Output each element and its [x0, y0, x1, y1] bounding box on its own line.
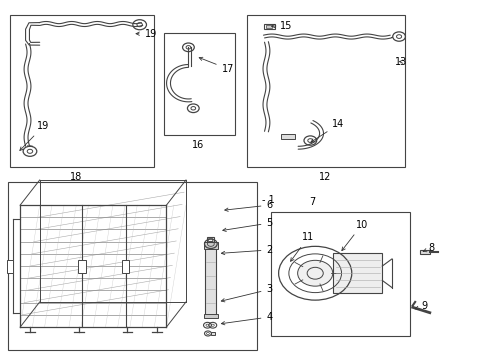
Text: 9: 9 [414, 301, 426, 311]
Text: 8: 8 [422, 243, 434, 253]
Bar [203, 242, 217, 249]
Text: 6: 6 [224, 200, 272, 211]
Bar [163, 33, 234, 135]
Bar [208, 238, 212, 241]
Text: 13: 13 [394, 57, 406, 67]
Bar [266, 25, 272, 28]
Bar [7, 260, 13, 273]
Bar [122, 260, 129, 273]
Text: 19: 19 [20, 121, 49, 150]
Text: 18: 18 [70, 172, 82, 182]
Bar [205, 244, 216, 316]
Bar [206, 237, 213, 242]
Text: 11: 11 [290, 232, 314, 261]
Bar [8, 182, 256, 350]
Text: 17: 17 [199, 57, 233, 74]
Bar [246, 15, 405, 167]
Bar [281, 134, 294, 139]
Bar [203, 314, 217, 319]
Text: 5: 5 [223, 218, 272, 231]
Bar [419, 249, 429, 254]
Text: 12: 12 [318, 172, 330, 182]
Circle shape [297, 260, 332, 286]
Bar [333, 253, 382, 293]
Text: 19: 19 [136, 29, 157, 39]
Text: 10: 10 [341, 220, 367, 251]
Bar [264, 24, 274, 30]
Bar [78, 260, 85, 273]
Text: 3: 3 [221, 284, 272, 302]
Text: 2: 2 [221, 245, 272, 255]
Bar [271, 212, 409, 336]
Bar [10, 15, 154, 167]
Bar [210, 332, 215, 335]
Text: 15: 15 [279, 21, 291, 31]
Text: 4: 4 [221, 312, 272, 325]
Text: 14: 14 [310, 120, 344, 142]
Text: 7: 7 [309, 197, 315, 207]
Text: - 1: - 1 [261, 195, 274, 205]
Text: 16: 16 [192, 140, 204, 150]
